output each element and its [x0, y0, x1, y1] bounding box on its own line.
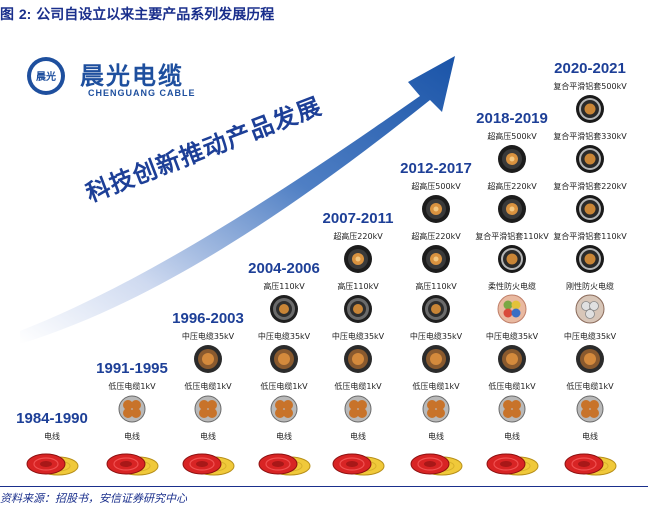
product-label: 中压电缆35kV	[331, 332, 385, 341]
lv-cable-icon	[421, 394, 451, 424]
product-label: 电线	[124, 432, 140, 441]
ehv-cable-icon	[497, 194, 527, 224]
product-label: 电线	[350, 432, 366, 441]
product-label: 低压电缆1kV	[412, 382, 460, 391]
product-label: 低压电缆1kV	[334, 382, 382, 391]
product-label: 电线	[44, 432, 60, 441]
product-label: 高压110kV	[263, 282, 305, 291]
product-label: 低压电缆1kV	[488, 382, 536, 391]
aluminum-sheath-cable-icon	[575, 144, 605, 174]
product-label: 高压110kV	[337, 282, 379, 291]
logo-badge-text: 晨光	[36, 70, 56, 83]
mv-cable-icon	[575, 344, 605, 374]
product-label: 复合平滑铝套220kV	[553, 182, 627, 191]
period-label: 1984-1990	[16, 410, 88, 427]
product-label: 中压电缆35kV	[409, 332, 463, 341]
wire-icon	[408, 444, 464, 478]
product-label: 超高压500kV	[487, 132, 537, 141]
flexible-fireproof-cable-icon	[497, 294, 527, 324]
arrow-body	[20, 56, 455, 344]
footer-divider	[0, 486, 648, 487]
wire-icon	[180, 444, 236, 478]
figure-title-text: 公司自设立以来主要产品系列发展历程	[36, 7, 275, 23]
hv-cable-icon	[343, 294, 373, 324]
ehv-cable-icon	[421, 194, 451, 224]
wire-icon	[104, 444, 160, 478]
mv-cable-icon	[343, 344, 373, 374]
product-label: 复合平滑铝套500kV	[553, 82, 627, 91]
product-label: 复合平滑铝套110kV	[553, 232, 627, 241]
wire-icon	[484, 444, 540, 478]
period-label: 2007-2011	[322, 210, 394, 227]
figure-title: 图 2: 公司自设立以来主要产品系列发展历程	[0, 4, 274, 24]
product-label: 超高压220kV	[333, 232, 383, 241]
chenguang-logo-icon: 晨光	[27, 57, 65, 95]
product-label: 低压电缆1kV	[184, 382, 232, 391]
lv-cable-icon	[497, 394, 527, 424]
mv-cable-icon	[497, 344, 527, 374]
ehv-cable-icon	[497, 144, 527, 174]
wire-icon	[562, 444, 618, 478]
logo-english-name: CHENGUANG CABLE	[88, 88, 196, 98]
growth-arrow	[20, 56, 455, 344]
lv-cable-icon	[575, 394, 605, 424]
hv-cable-icon	[269, 294, 299, 324]
hv-cable-icon	[421, 294, 451, 324]
product-label: 中压电缆35kV	[563, 332, 617, 341]
lv-cable-icon	[343, 394, 373, 424]
product-label: 高压110kV	[415, 282, 457, 291]
logo-chinese-name: 晨光电缆	[80, 62, 184, 90]
product-label: 超高压500kV	[411, 182, 461, 191]
lv-cable-icon	[117, 394, 147, 424]
product-label: 超高压220kV	[487, 182, 537, 191]
aluminum-sheath-cable-icon	[575, 94, 605, 124]
aluminum-sheath-cable-icon	[575, 244, 605, 274]
mv-cable-icon	[421, 344, 451, 374]
aluminum-sheath-cable-icon	[497, 244, 527, 274]
period-label: 1991-1995	[96, 360, 168, 377]
lv-cable-icon	[193, 394, 223, 424]
period-label: 2020-2021	[554, 60, 626, 77]
product-timeline-diagram: 晨光 晨光电缆 CHENGUANG CABLE 科技创新推动产品发展 电线 198…	[0, 26, 648, 486]
product-label: 中压电缆35kV	[181, 332, 235, 341]
product-label: 刚性防火电缆	[566, 282, 614, 291]
product-label: 电线	[582, 432, 598, 441]
ehv-cable-icon	[421, 244, 451, 274]
product-label: 中压电缆35kV	[485, 332, 539, 341]
source-note: 资料来源：招股书，安信证券研究中心	[0, 492, 187, 505]
product-label: 低压电缆1kV	[566, 382, 614, 391]
product-label: 中压电缆35kV	[257, 332, 311, 341]
product-label: 复合平滑铝套330kV	[553, 132, 627, 141]
rigid-fireproof-cable-icon	[575, 294, 605, 324]
mv-cable-icon	[269, 344, 299, 374]
aluminum-sheath-cable-icon	[575, 194, 605, 224]
mv-cable-icon	[193, 344, 223, 374]
product-label: 低压电缆1kV	[108, 382, 156, 391]
period-label: 2004-2006	[248, 260, 320, 277]
period-label: 2012-2017	[400, 160, 472, 177]
wire-icon	[330, 444, 386, 478]
period-label: 1996-2003	[172, 310, 244, 327]
figure-number: 2:	[18, 6, 32, 22]
product-label: 超高压220kV	[411, 232, 461, 241]
product-label: 低压电缆1kV	[260, 382, 308, 391]
product-label: 电线	[428, 432, 444, 441]
figure-label: 图	[0, 7, 14, 23]
wire-icon	[256, 444, 312, 478]
product-label: 电线	[276, 432, 292, 441]
product-label: 电线	[504, 432, 520, 441]
product-label: 电线	[200, 432, 216, 441]
period-label: 2018-2019	[476, 110, 548, 127]
wire-icon	[24, 444, 80, 478]
product-label: 复合平滑铝套110kV	[475, 232, 549, 241]
lv-cable-icon	[269, 394, 299, 424]
product-label: 柔性防火电缆	[488, 282, 536, 291]
ehv-cable-icon	[343, 244, 373, 274]
